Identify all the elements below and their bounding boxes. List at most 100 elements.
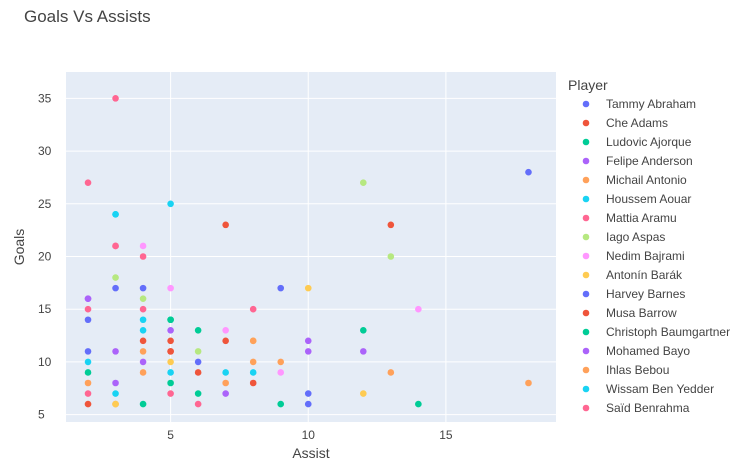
legend-item-label[interactable]: Christoph Baumgartner	[606, 325, 730, 339]
data-point[interactable]	[84, 379, 92, 387]
data-point[interactable]	[112, 211, 119, 218]
data-point[interactable]	[84, 295, 92, 302]
data-point[interactable]	[194, 369, 202, 376]
data-point[interactable]	[360, 348, 367, 355]
legend-item-label[interactable]: Ihlas Bebou	[606, 363, 669, 377]
data-point[interactable]	[277, 369, 285, 376]
data-point[interactable]	[415, 305, 422, 313]
data-point[interactable]	[112, 284, 119, 292]
data-point[interactable]	[84, 358, 92, 366]
data-point[interactable]	[167, 369, 174, 376]
data-point[interactable]	[249, 358, 257, 366]
legend: Tammy Abraham Che Adams Ludovic Ajorque Fel…	[582, 97, 730, 415]
data-point[interactable]	[249, 379, 257, 387]
data-point[interactable]	[84, 390, 92, 397]
data-point[interactable]	[139, 295, 147, 302]
legend-item-label[interactable]: Che Adams	[606, 116, 668, 130]
data-point[interactable]	[167, 337, 174, 345]
data-point[interactable]	[222, 379, 229, 387]
data-point[interactable]	[167, 348, 174, 355]
data-point[interactable]	[84, 316, 92, 324]
data-point[interactable]	[387, 369, 395, 376]
data-point[interactable]	[222, 390, 229, 397]
legend-item-label[interactable]: Houssem Aouar	[606, 192, 691, 206]
data-point[interactable]	[277, 400, 285, 408]
data-point[interactable]	[304, 284, 312, 292]
data-point[interactable]	[525, 168, 532, 176]
data-point[interactable]	[139, 348, 147, 355]
data-point[interactable]	[304, 337, 312, 345]
legend-item-label[interactable]: Saïd Benrahma	[606, 401, 690, 415]
data-point[interactable]	[84, 179, 92, 186]
data-point[interactable]	[415, 400, 422, 408]
data-point[interactable]	[387, 253, 395, 260]
data-point[interactable]	[304, 390, 312, 397]
legend-item-label[interactable]: Mohamed Bayo	[606, 344, 690, 358]
legend-item-label[interactable]: Michail Antonio	[606, 173, 687, 187]
data-point[interactable]	[222, 369, 229, 376]
data-point[interactable]	[112, 390, 119, 397]
data-point[interactable]	[167, 390, 174, 397]
data-point[interactable]	[194, 358, 202, 366]
data-point[interactable]	[194, 390, 202, 397]
data-point[interactable]	[194, 348, 202, 355]
data-point[interactable]	[139, 253, 147, 260]
data-point[interactable]	[139, 316, 147, 324]
data-point[interactable]	[304, 400, 312, 408]
data-point[interactable]	[525, 379, 532, 387]
legend-item-label[interactable]: Ludovic Ajorque	[606, 135, 692, 149]
data-point[interactable]	[360, 390, 367, 397]
data-point[interactable]	[277, 358, 285, 366]
data-point[interactable]	[139, 284, 147, 292]
data-point[interactable]	[249, 337, 257, 345]
data-point[interactable]	[139, 358, 147, 366]
data-point[interactable]	[167, 379, 174, 387]
data-point[interactable]	[84, 369, 92, 376]
data-point[interactable]	[139, 326, 147, 334]
y-tick-label: 25	[38, 197, 52, 211]
data-point[interactable]	[167, 326, 174, 334]
data-point[interactable]	[112, 274, 119, 281]
data-point[interactable]	[139, 337, 147, 345]
legend-item-label[interactable]: Mattia Aramu	[606, 211, 677, 225]
data-point[interactable]	[277, 284, 285, 292]
legend-marker	[582, 271, 590, 279]
data-point[interactable]	[222, 337, 229, 345]
legend-marker	[582, 176, 590, 184]
data-point[interactable]	[139, 242, 147, 250]
data-point[interactable]	[112, 400, 119, 408]
data-point[interactable]	[194, 400, 202, 408]
legend-item-label[interactable]: Harvey Barnes	[606, 287, 685, 301]
legend-item-label[interactable]: Antonín Barák	[606, 268, 683, 282]
data-point[interactable]	[167, 284, 174, 292]
legend-item-label[interactable]: Tammy Abraham	[606, 97, 696, 111]
data-point[interactable]	[194, 326, 202, 334]
data-point[interactable]	[167, 200, 174, 208]
data-point[interactable]	[387, 221, 395, 229]
legend-item-label[interactable]: Felipe Anderson	[606, 154, 693, 168]
data-point[interactable]	[84, 400, 92, 408]
data-point[interactable]	[167, 316, 174, 324]
data-point[interactable]	[167, 358, 174, 366]
data-point[interactable]	[139, 400, 147, 408]
legend-item-label[interactable]: Musa Barrow	[606, 306, 677, 320]
data-point[interactable]	[112, 348, 119, 355]
data-point[interactable]	[84, 348, 92, 355]
data-point[interactable]	[112, 95, 119, 102]
data-point[interactable]	[112, 379, 119, 387]
data-point[interactable]	[249, 369, 257, 376]
data-point[interactable]	[249, 305, 257, 313]
data-point[interactable]	[112, 242, 119, 250]
data-point[interactable]	[84, 305, 92, 313]
data-point[interactable]	[139, 305, 147, 313]
legend-marker	[582, 347, 590, 355]
legend-item-label[interactable]: Wissam Ben Yedder	[606, 382, 714, 396]
data-point[interactable]	[222, 221, 229, 229]
legend-item-label[interactable]: Iago Aspas	[606, 230, 665, 244]
data-point[interactable]	[304, 348, 312, 355]
data-point[interactable]	[139, 369, 147, 376]
legend-item-label[interactable]: Nedim Bajrami	[606, 249, 685, 263]
data-point[interactable]	[360, 326, 367, 334]
data-point[interactable]	[222, 326, 229, 334]
data-point[interactable]	[360, 179, 367, 186]
